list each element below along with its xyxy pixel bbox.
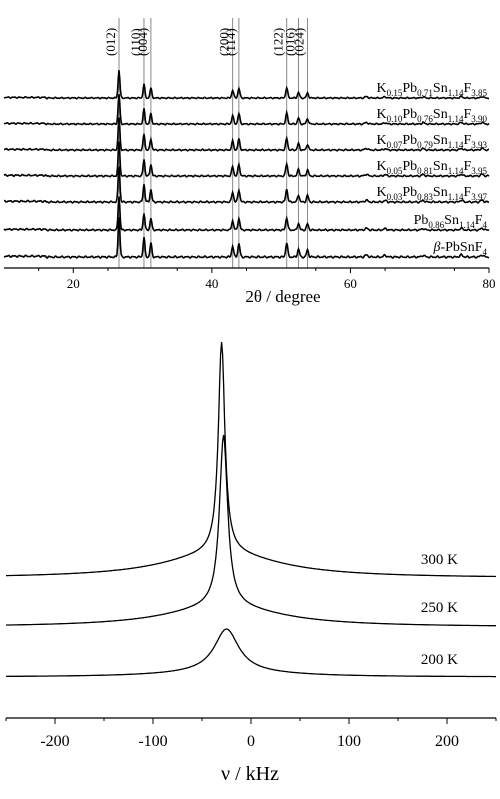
temperature-label: 200 K xyxy=(421,652,458,668)
reflection-label: (016) xyxy=(282,28,297,56)
reflection-label: (200) xyxy=(217,28,232,56)
xrd-x-axis-title: 2θ / degree xyxy=(245,287,320,306)
xrd-traces xyxy=(3,70,490,259)
nmr-series-labels: 300 K 250 K 200 K xyxy=(421,552,458,668)
xrd-panel: (012) (110)(004) (200)(114) (122)(016)(024)… xyxy=(3,18,496,306)
series-label: K0.15Pb0.71Sn1.14F3.85 xyxy=(376,81,487,98)
reflection-label: (024) xyxy=(291,28,306,56)
reflection-label: (004) xyxy=(135,28,150,56)
nmr-traces xyxy=(5,341,496,678)
xrd-trace xyxy=(3,70,490,100)
nmr-trace xyxy=(6,341,496,578)
xrd-tick-label: 20 xyxy=(67,276,80,291)
nmr-tick-label: 200 xyxy=(435,733,459,750)
xrd-tick-label: 80 xyxy=(483,276,496,291)
reflection-label: (114) xyxy=(223,28,238,56)
series-label: K0.05Pb0.81Sn1.14F3.95 xyxy=(376,159,487,176)
series-label: Pb0.86Sn1.14F4 xyxy=(414,213,488,230)
temperature-label: 300 K xyxy=(421,552,458,568)
nmr-tick-label: -200 xyxy=(40,733,69,750)
xrd-ticks: 20 40 60 80 xyxy=(38,268,496,291)
xrd-series-labels: K0.15Pb0.71Sn1.14F3.85 K0.10Pb0.76Sn1.14F… xyxy=(376,81,487,257)
xrd-tick-label: 60 xyxy=(344,276,357,291)
xrd-tick-label: 40 xyxy=(205,276,218,291)
xrd-trace xyxy=(3,217,490,259)
reflection-label: (110) xyxy=(128,28,143,56)
reflection-label: (122) xyxy=(271,28,286,56)
series-label: β-PbSnF4 xyxy=(432,240,487,257)
nmr-trace xyxy=(6,628,496,678)
nmr-ticks: -200 -100 0 100 200 xyxy=(5,718,497,750)
xrd-trace xyxy=(3,196,490,232)
nmr-trace xyxy=(5,434,496,627)
xrd-trace xyxy=(3,94,490,126)
nmr-panel: 300 K 250 K 200 K -200 -100 0 100 200 ν / kHz xyxy=(5,341,497,785)
series-label: K0.03Pb0.83Sn1.14F3.97 xyxy=(376,185,487,202)
series-label: K0.07Pb0.79Sn1.14F3.93 xyxy=(376,133,487,150)
nmr-tick-label: -100 xyxy=(138,733,167,750)
nmr-x-axis-title: ν / kHz xyxy=(221,763,279,785)
xrd-trace xyxy=(4,117,490,152)
nmr-tick-label: 0 xyxy=(247,733,255,750)
xrd-trace xyxy=(3,141,490,178)
reflection-label: (012) xyxy=(103,28,118,56)
xrd-trace xyxy=(3,166,490,204)
series-label: K0.10Pb0.76Sn1.14F3.90 xyxy=(376,107,487,124)
xrd-reflection-labels: (012) (110)(004) (200)(114) (122)(016)(024) xyxy=(103,28,306,56)
nmr-tick-label: 100 xyxy=(337,733,361,750)
temperature-label: 250 K xyxy=(421,600,458,616)
